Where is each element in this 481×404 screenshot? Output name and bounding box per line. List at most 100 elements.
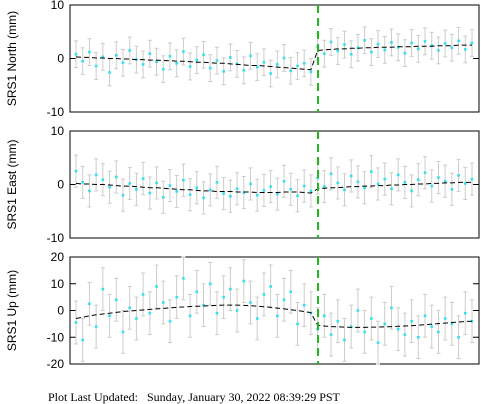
data-point (457, 39, 460, 43)
data-point (148, 191, 152, 195)
data-point (390, 41, 393, 44)
data-point (329, 172, 333, 176)
data-point (121, 61, 125, 65)
data-point (309, 70, 313, 74)
data-point (470, 319, 474, 323)
data-point (323, 314, 326, 318)
data-point (269, 72, 272, 75)
data-point (443, 42, 447, 45)
data-point (208, 282, 212, 286)
data-point (410, 189, 413, 193)
data-point (101, 55, 105, 59)
y-tick-label: -20 (47, 357, 65, 371)
data-point (289, 290, 293, 294)
y-axis-label: SRS1 Up (mm) (5, 270, 19, 351)
data-point (255, 317, 259, 320)
data-point (222, 70, 225, 73)
data-point (282, 298, 286, 302)
data-point (370, 170, 373, 173)
data-point (437, 49, 440, 52)
plot-frame (69, 130, 480, 239)
data-point (135, 317, 138, 320)
data-point (155, 181, 158, 185)
data-point (329, 333, 333, 336)
data-point (403, 181, 407, 184)
data-point (141, 63, 145, 66)
data-point (410, 319, 413, 323)
data-point (195, 58, 199, 62)
data-point (457, 335, 460, 339)
data-point (262, 60, 266, 64)
data-point (450, 322, 454, 326)
data-point (249, 182, 252, 186)
data-point (175, 62, 178, 65)
data-point (363, 330, 366, 334)
data-point (457, 174, 460, 177)
data-point (403, 333, 407, 336)
data-point (121, 330, 125, 334)
data-point (128, 49, 131, 52)
data-point (215, 59, 219, 62)
data-point (376, 182, 380, 186)
data-point (161, 67, 165, 71)
data-point (108, 314, 111, 318)
y-tick-label: 20 (51, 250, 65, 264)
data-point (302, 303, 306, 307)
data-point (437, 176, 440, 179)
data-point (195, 290, 199, 294)
data-point (74, 169, 78, 173)
data-point (302, 184, 306, 188)
data-point (383, 48, 387, 52)
data-point (443, 317, 447, 320)
data-point (463, 48, 467, 51)
data-point (94, 325, 98, 328)
model-line (75, 44, 472, 71)
data-point (423, 314, 427, 318)
data-point (74, 52, 78, 56)
data-point (155, 285, 158, 288)
data-point (202, 196, 205, 200)
y-tick-label: 0 (57, 52, 64, 66)
data-point (423, 40, 427, 43)
data-point (390, 187, 393, 191)
y-tick-label: 10 (51, 124, 65, 138)
data-point (188, 193, 192, 196)
data-point (242, 191, 246, 194)
data-point (323, 185, 326, 188)
data-point (262, 293, 266, 296)
data-point (276, 63, 279, 66)
data-point (222, 192, 225, 195)
data-point (249, 54, 252, 58)
data-point (88, 50, 91, 54)
data-point (276, 192, 279, 196)
data-point (463, 182, 467, 185)
data-point (135, 188, 138, 191)
data-point (101, 287, 105, 291)
y-tick-label: -10 (47, 231, 65, 245)
plot-frame (69, 4, 480, 113)
data-point (188, 314, 192, 318)
data-point (289, 69, 293, 73)
y-tick-label: 0 (57, 178, 64, 192)
data-point (282, 179, 286, 183)
data-point (417, 178, 420, 181)
data-point (128, 306, 131, 310)
data-point (255, 193, 259, 197)
y-axis-label: SRS1 North (mm) (5, 11, 19, 106)
data-point (229, 287, 232, 291)
data-point (175, 295, 178, 299)
data-point (370, 317, 373, 320)
data-point (296, 194, 299, 198)
data-point (450, 188, 454, 191)
y-tick-label: 10 (51, 0, 65, 12)
data-point (101, 178, 105, 181)
data-point (470, 177, 474, 181)
data-point (343, 43, 346, 46)
data-point (128, 182, 131, 185)
data-point (94, 173, 98, 177)
data-point (114, 53, 118, 57)
data-point (343, 188, 346, 192)
data-point (396, 327, 400, 331)
data-point (255, 65, 259, 69)
data-point (349, 174, 353, 178)
